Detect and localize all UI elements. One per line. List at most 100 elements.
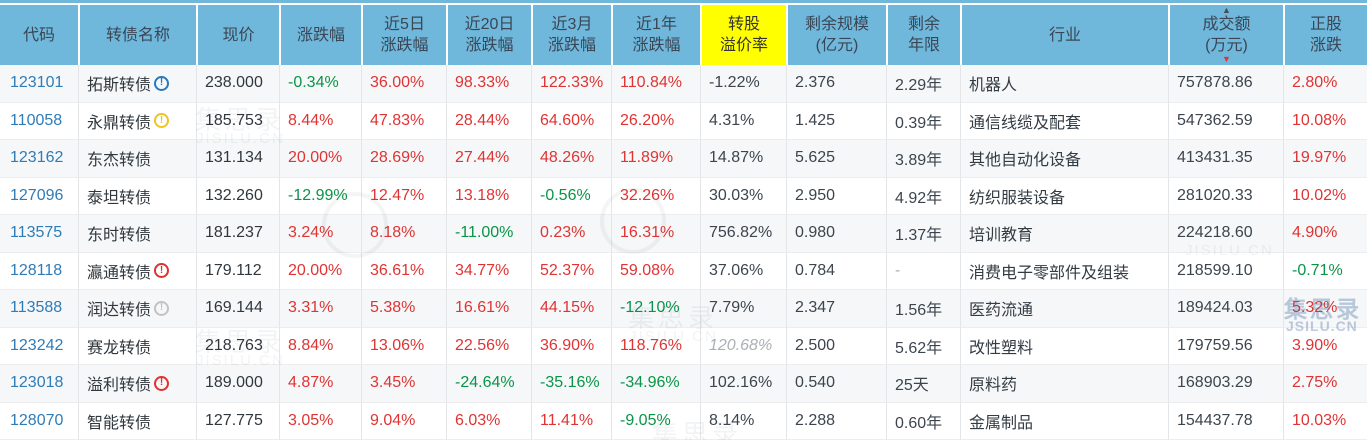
cell-d5: 13.06% (361, 327, 446, 365)
bond-code-link[interactable]: 128118 (10, 261, 63, 279)
change-value: 13.06% (370, 336, 425, 354)
column-header-chg[interactable]: 涨跌幅 (279, 5, 361, 65)
years-value: 1.37年 (895, 227, 943, 245)
bond-code-link[interactable]: 123242 (10, 336, 64, 354)
table-row[interactable]: 128118 瀛通转债! 179.112 20.00% 36.61% 34.77% 52.3… (0, 252, 1367, 290)
cell-size: 2.347 (786, 290, 886, 328)
column-header-d20[interactable]: 近20日 涨跌幅 (446, 5, 531, 65)
change-value: 6.03% (455, 411, 501, 429)
turnover-value: 154437.78 (1177, 411, 1253, 429)
cell-code[interactable]: 127096 (0, 177, 78, 215)
column-header-turnover[interactable]: ▲ 成交额 (万元) ▼ (1168, 5, 1283, 65)
sort-desc-icon[interactable]: ▼ (1222, 54, 1231, 64)
bond-code-link[interactable]: 128070 (10, 411, 64, 429)
years-value: 0.60年 (895, 414, 943, 432)
industry-value: 原料药 (969, 377, 1018, 395)
cell-premium: 30.03% (700, 177, 786, 215)
change-value: 32.26% (620, 186, 675, 204)
cell-d20: 34.77% (446, 252, 531, 290)
cell-code[interactable]: 113575 (0, 215, 78, 253)
cell-chg: -12.99% (279, 177, 361, 215)
change-value: 11.89% (620, 149, 674, 167)
cell-code[interactable]: 110058 (0, 102, 78, 140)
column-header-y1[interactable]: 近1年 涨跌幅 (611, 5, 700, 65)
column-header-m3[interactable]: 近3月 涨跌幅 (531, 5, 611, 65)
bond-code-link[interactable]: 113575 (10, 224, 63, 242)
change-value: 44.15% (540, 299, 595, 317)
info-icon[interactable]: ! (154, 113, 170, 129)
bond-code-link[interactable]: 123018 (10, 374, 64, 392)
turnover-value: 757878.86 (1177, 74, 1253, 92)
cell-code[interactable]: 123101 (0, 65, 78, 103)
table-row[interactable]: 128070 智能转债 127.775 3.05% 9.04% 6.03% 11.41% -9… (0, 402, 1367, 440)
bond-code-link[interactable]: 113588 (10, 299, 63, 317)
table-row[interactable]: 113575 东时转债 181.237 3.24% 8.18% -11.00% 0.23% 1… (0, 215, 1367, 253)
change-value: 9.04% (370, 411, 416, 429)
change-value: 5.32% (1292, 299, 1338, 317)
change-value: 122.33% (540, 74, 604, 92)
column-header-years[interactable]: 剩余 年限 (886, 5, 960, 65)
price-value: 127.775 (205, 411, 263, 429)
cell-premium: 102.16% (700, 365, 786, 403)
cell-m3: 0.23% (531, 215, 611, 253)
info-icon[interactable]: ! (154, 263, 170, 279)
cell-code[interactable]: 123018 (0, 365, 78, 403)
cell-d20: 16.61% (446, 290, 531, 328)
header-label-line: 近20日 (464, 16, 515, 33)
info-icon[interactable]: ! (154, 75, 170, 91)
column-header-code[interactable]: 代码 (0, 5, 78, 65)
cell-size: 2.500 (786, 327, 886, 365)
cell-code[interactable]: 113588 (0, 290, 78, 328)
cell-code[interactable]: 128118 (0, 252, 78, 290)
table-row[interactable]: 110058 永鼎转债! 185.753 8.44% 47.83% 28.44% 64.60… (0, 102, 1367, 140)
change-value: -24.64% (455, 374, 515, 392)
column-header-stock_chg[interactable]: 正股 涨跌 (1283, 5, 1367, 65)
cell-years: 0.39年 (886, 102, 960, 140)
sort-asc-icon[interactable]: ▲ (1222, 5, 1231, 15)
bond-name: 智能转债 (87, 414, 152, 432)
bond-code-link[interactable]: 127096 (10, 186, 64, 204)
column-header-d5[interactable]: 近5日 涨跌幅 (361, 5, 446, 65)
table-body: 123101 拓斯转债! 238.000 -0.34% 36.00% 98.33% 122.… (0, 65, 1367, 440)
info-icon[interactable]: ! (154, 300, 170, 316)
table-row[interactable]: 123242 赛龙转债 218.763 8.84% 13.06% 22.56% 36.90%… (0, 327, 1367, 365)
cell-m3: 48.26% (531, 140, 611, 178)
bond-code-link[interactable]: 123162 (10, 149, 64, 167)
column-header-industry[interactable]: 行业 (960, 5, 1168, 65)
header-label-line: 涨跌幅 (547, 37, 596, 54)
industry-value: 培训教育 (969, 227, 1034, 245)
table-header: 代码 转债名称 现价 涨跌幅 近5日 涨跌幅 近20日 涨跌幅 近3月 涨跌幅 近1年 涨跌幅 转股 溢价… (0, 5, 1367, 65)
cell-d20: -11.00% (446, 215, 531, 253)
column-header-name[interactable]: 转债名称 (78, 5, 196, 65)
cell-size: 2.950 (786, 177, 886, 215)
bond-code-link[interactable]: 123101 (10, 74, 64, 92)
change-value: 27.44% (455, 149, 510, 167)
header-label-line: 涨跌幅 (380, 37, 429, 54)
table-row[interactable]: 127096 泰坦转债 132.260 -12.99% 12.47% 13.18% -0.5… (0, 177, 1367, 215)
premium-value: 756.82% (709, 224, 773, 242)
cell-industry: 消费电子零部件及组装 (960, 252, 1168, 290)
price-value: 169.144 (205, 299, 263, 317)
years-value: 3.89年 (895, 152, 943, 170)
column-header-price[interactable]: 现价 (196, 5, 279, 65)
info-icon[interactable]: ! (154, 375, 170, 391)
change-value: 20.00% (288, 261, 343, 279)
cell-code[interactable]: 123162 (0, 140, 78, 178)
cell-name: 赛龙转债 (78, 327, 196, 365)
table-row[interactable]: 123162 东杰转债 131.134 20.00% 28.69% 27.44% 48.26… (0, 140, 1367, 178)
table-row[interactable]: 113588 润达转债! 169.144 3.31% 5.38% 16.61% 44.15%… (0, 290, 1367, 328)
cell-stock_chg: -0.71% (1283, 252, 1367, 290)
cell-m3: 11.41% (531, 402, 611, 440)
table-row[interactable]: 123018 溢利转债! 189.000 4.87% 3.45% -24.64% -35.1… (0, 365, 1367, 403)
change-value: 3.45% (370, 374, 416, 392)
cell-chg: -0.34% (279, 65, 361, 103)
table-row[interactable]: 123101 拓斯转债! 238.000 -0.34% 36.00% 98.33% 122.… (0, 65, 1367, 103)
cell-code[interactable]: 128070 (0, 402, 78, 440)
cell-code[interactable]: 123242 (0, 327, 78, 365)
cell-turnover: 154437.78 (1168, 402, 1283, 440)
column-header-premium[interactable]: 转股 溢价率 (700, 5, 786, 65)
column-header-size[interactable]: 剩余规模 (亿元) (786, 5, 886, 65)
premium-value: 120.68% (709, 336, 773, 354)
bond-code-link[interactable]: 110058 (10, 111, 63, 129)
cell-premium: 756.82% (700, 215, 786, 253)
